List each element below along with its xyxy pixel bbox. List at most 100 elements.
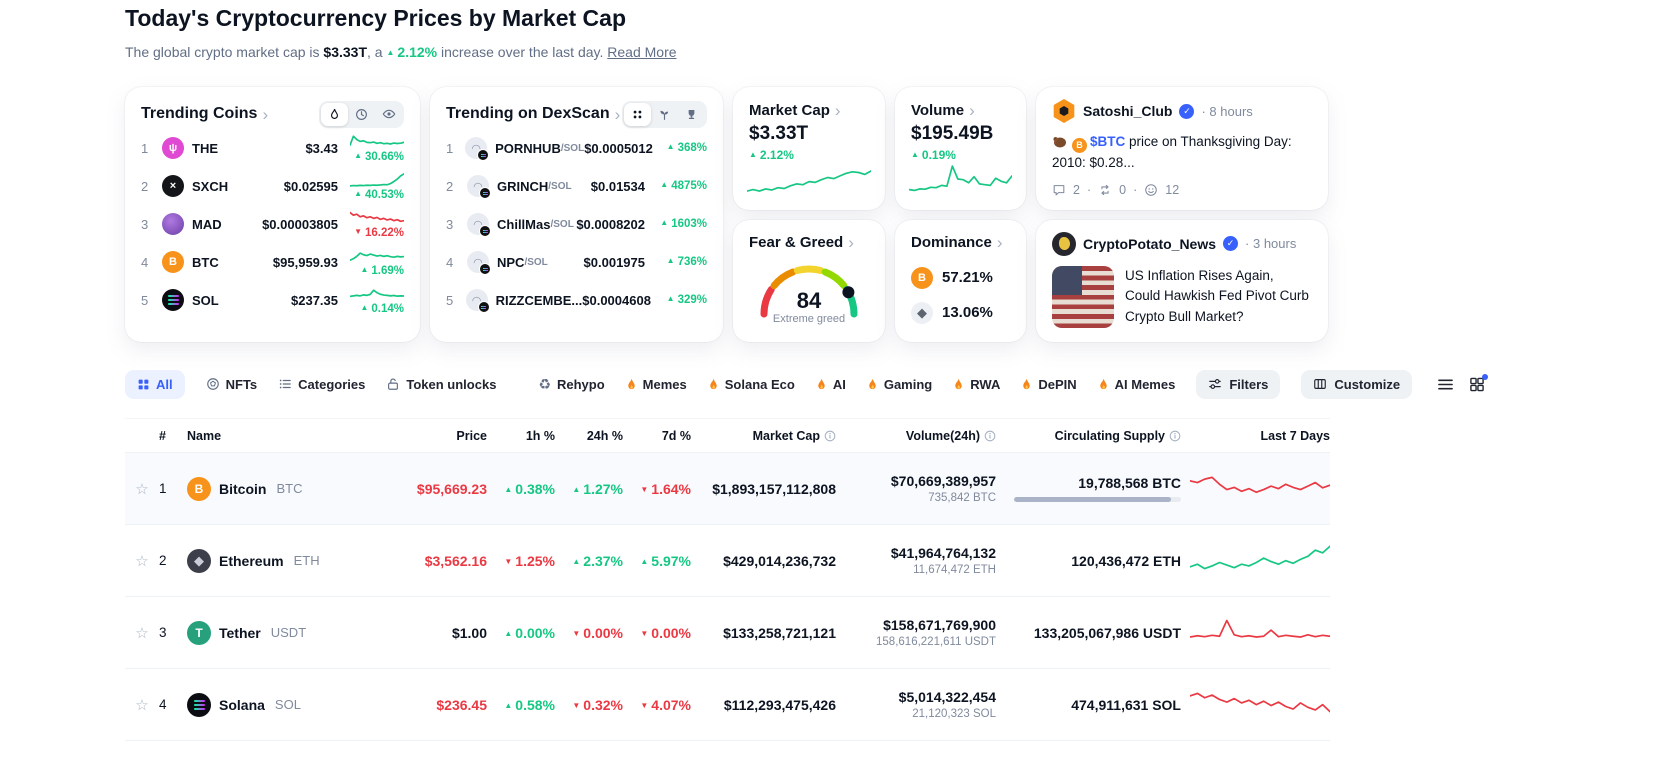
header-rank[interactable]: # xyxy=(159,428,166,443)
dex-row-rizzcember[interactable]: 5 ◠ RIZZCEMBE... $0.0004608 329% xyxy=(446,281,707,319)
chevron-right-icon[interactable]: › xyxy=(834,100,841,120)
repost-icon[interactable] xyxy=(1098,183,1112,197)
list-icon xyxy=(278,377,292,391)
tab-label: Categories xyxy=(298,376,366,392)
dominance-card: Dominance › B 57.21% ◆ 13.06% xyxy=(895,219,1026,342)
read-more-link[interactable]: Read More xyxy=(607,44,677,60)
header-last-7-days[interactable]: Last 7 Days xyxy=(1260,428,1330,443)
trophy-icon[interactable] xyxy=(678,103,705,126)
info-icon[interactable] xyxy=(984,430,996,442)
eth-7d-sparkline xyxy=(1190,538,1330,584)
tag-solana-eco[interactable]: Solana Eco xyxy=(708,377,795,392)
reaction-smiley-icon[interactable] xyxy=(1144,183,1158,197)
volume-cell: $70,669,389,957 735,842 BTC xyxy=(836,473,996,504)
name-cell[interactable]: Solana SOL xyxy=(187,692,382,717)
tab-all[interactable]: All xyxy=(125,369,185,399)
dex-row-pornhub[interactable]: 1 ◠ PORNHUB/SOL $0.0005012 368% xyxy=(446,129,707,167)
filters-button[interactable]: Filters xyxy=(1196,369,1281,399)
header-24h[interactable]: 24h % xyxy=(586,428,623,443)
clock-icon[interactable] xyxy=(348,103,375,126)
hamburger-menu-icon[interactable] xyxy=(1437,377,1454,392)
name-cell[interactable]: T Tether USDT xyxy=(187,620,382,645)
tag-rehypo[interactable]: ♻ Rehypo xyxy=(538,377,604,392)
tab-categories[interactable]: Categories xyxy=(278,377,365,392)
name-cell[interactable]: B Bitcoin BTC xyxy=(187,476,382,501)
customize-button[interactable]: Customize xyxy=(1301,369,1413,399)
header-1h[interactable]: 1h % xyxy=(525,428,555,443)
news-headline[interactable]: US Inflation Rises Again, Could Hawkish … xyxy=(1125,267,1309,324)
page-subtitle: The global crypto market cap is $3.33T, … xyxy=(125,44,1330,60)
tab-nfts[interactable]: NFTs xyxy=(206,377,257,392)
tag-depin[interactable]: DePIN xyxy=(1021,376,1077,392)
market-cap-cell: $429,014,236,732 xyxy=(723,552,836,569)
coin-price: $3.43 xyxy=(305,140,338,156)
tab-token-unlocks[interactable]: Token unlocks xyxy=(386,377,496,392)
news-author[interactable]: CryptoPotato_News xyxy=(1083,235,1217,252)
grid-view-icon[interactable] xyxy=(1469,373,1489,392)
fear-greed-card: Fear & Greed › 84 Extreme greed xyxy=(733,219,885,342)
chevron-right-icon[interactable]: › xyxy=(614,104,621,124)
flame-icon[interactable] xyxy=(321,102,348,126)
satoshi-club-avatar xyxy=(1053,99,1075,123)
header-price[interactable]: Price xyxy=(456,428,487,443)
trending-row-the[interactable]: 1 ψ THE $3.43 30.66% xyxy=(141,129,404,167)
change-1h-cell: 0.58% xyxy=(487,697,555,713)
trending-row-btc[interactable]: 4 B BTC $95,959.93 1.69% xyxy=(141,243,404,281)
tweet-card[interactable]: Satoshi_Club ✓ · 8 hours B $BTC price on … xyxy=(1036,87,1328,210)
main-content: Today's Cryptocurrency Prices by Market … xyxy=(125,0,1489,741)
dex-pairs-icon[interactable] xyxy=(624,102,651,126)
eye-icon[interactable] xyxy=(375,103,402,126)
header-name[interactable]: Name xyxy=(187,428,222,443)
info-icon[interactable] xyxy=(824,430,836,442)
dex-row-chillmas[interactable]: 3 ◠ ChillMas/SOL $0.0008202 1603% xyxy=(446,205,707,243)
trending-dexscan-card: Trending on DexScan › 1 ◠ PORNHUB/SOL $0… xyxy=(430,87,723,342)
table-header-row: # Name Price 1h % 24h % 7d % Market Cap … xyxy=(125,418,1330,453)
sxch-coin-icon: × xyxy=(162,175,184,197)
btc-cashtag-link[interactable]: $BTC xyxy=(1090,134,1126,149)
chevron-right-icon[interactable]: › xyxy=(996,233,1003,252)
header-volume-24h[interactable]: Volume(24h) xyxy=(836,429,996,443)
chevron-right-icon[interactable]: › xyxy=(262,104,269,124)
price-cell: $1.00 xyxy=(451,624,487,641)
rank: 1 xyxy=(141,140,149,156)
header-circulating-supply[interactable]: Circulating Supply xyxy=(996,429,1181,443)
dex-row-npc[interactable]: 4 ◠ NPC/SOL $0.001975 736% xyxy=(446,243,707,281)
watchlist-star-icon[interactable]: ☆ xyxy=(135,696,149,714)
dex-row-grinch[interactable]: 2 ◠ GRINCH/SOL $0.01534 4875% xyxy=(446,167,707,205)
coin-price: $0.00003805 xyxy=(262,216,338,232)
tag-rwa[interactable]: RWA xyxy=(953,377,1000,392)
watchlist-star-icon[interactable]: ☆ xyxy=(135,624,149,642)
token-price: $0.001975 xyxy=(583,254,645,270)
fear-greed-label: Extreme greed xyxy=(772,312,846,325)
header-market-cap[interactable]: Market Cap xyxy=(691,429,836,443)
tag-gaming[interactable]: Gaming xyxy=(867,377,932,392)
tweet-author[interactable]: Satoshi_Club xyxy=(1083,103,1173,119)
header-7d[interactable]: 7d % xyxy=(661,428,691,443)
flame-icon xyxy=(1021,378,1032,391)
chevron-right-icon[interactable]: › xyxy=(848,233,854,252)
seedling-icon[interactable] xyxy=(651,103,678,126)
tag-label: Gaming xyxy=(883,376,933,392)
trending-row-mad[interactable]: 3 MAD $0.00003805 16.22% xyxy=(141,205,404,243)
watchlist-star-icon[interactable]: ☆ xyxy=(135,480,149,498)
tag-memes[interactable]: Memes xyxy=(626,377,687,392)
info-icon[interactable] xyxy=(1169,430,1181,442)
tag-ai-memes[interactable]: AI Memes xyxy=(1098,377,1175,392)
name-cell[interactable]: ◆ Ethereum ETH xyxy=(187,548,382,573)
comment-icon[interactable] xyxy=(1052,183,1066,197)
tag-ai[interactable]: AI xyxy=(816,377,846,392)
customize-label: Customize xyxy=(1334,376,1401,392)
flame-icon xyxy=(867,378,878,391)
news-card[interactable]: CryptoPotato_News ✓ · 3 hours US Inflati… xyxy=(1036,219,1328,342)
watchlist-star-icon[interactable]: ☆ xyxy=(135,552,149,570)
trending-row-sxch[interactable]: 2 × SXCH $0.02595 40.53% xyxy=(141,167,404,205)
chevron-right-icon[interactable]: › xyxy=(969,100,975,120)
market-cap-cell: $133,258,721,121 xyxy=(723,624,836,641)
social-column: Satoshi_Club ✓ · 8 hours B $BTC price on … xyxy=(1036,87,1328,342)
tag-label: DePIN xyxy=(1038,376,1077,392)
trending-row-sol[interactable]: 5 SOL $237.35 0.14% xyxy=(141,281,404,319)
